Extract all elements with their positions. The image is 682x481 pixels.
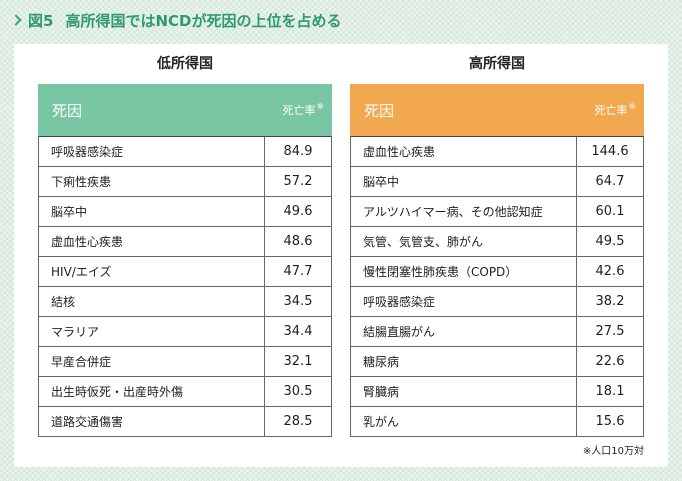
high-income-table: 高所得国 死因 死亡率※ 虚血性心疾患 144.6 脳卒中 64.7 アルツハイマー病、… [350,44,644,437]
figure-label: 図5 [28,11,54,30]
table-row: 虚血性心疾患 144.6 [351,136,643,166]
table-title: 高所得国 [469,56,525,72]
chevron-right-icon [10,14,22,26]
cause-cell: 道路交通傷害 [39,407,265,436]
table-row: 早産合併症 32.1 [39,346,331,376]
table-header: 死因 死亡率※ [38,84,332,136]
rate-cell: 34.5 [283,294,313,309]
cause-cell: 虚血性心疾患 [39,227,265,256]
rate-cell: 49.6 [283,204,313,219]
table-row: 脳卒中 49.6 [39,196,331,226]
table-body: 呼吸器感染症 84.9 下痢性疾患 57.2 脳卒中 49.6 虚血性心疾患 48.6 HIV/… [38,136,332,437]
column-header-cause: 死因 [52,101,83,120]
table-row: 脳卒中 64.7 [351,166,643,196]
rate-cell: 84.9 [283,144,313,159]
rate-cell: 22.6 [595,354,625,369]
cause-cell: 脳卒中 [39,197,265,226]
rate-cell: 15.6 [595,414,625,429]
rate-cell: 64.7 [595,174,625,189]
table-header: 死因 死亡率※ [350,84,644,136]
table-row: 呼吸器感染症 84.9 [39,136,331,166]
rate-cell: 48.6 [283,234,313,249]
rate-cell: 57.2 [283,174,313,189]
table-row: 道路交通傷害 28.5 [39,406,331,436]
column-header-rate: 死亡率※ [282,102,324,117]
note-mark: ※ [628,102,636,112]
rate-cell: 27.5 [595,324,625,339]
figure-panel: 低所得国 死因 死亡率※ 呼吸器感染症 84.9 下痢性疾患 57.2 脳卒中 49.6 虚… [14,44,668,467]
rate-cell: 18.1 [595,384,625,399]
rate-cell: 42.6 [595,264,625,279]
cause-cell: HIV/エイズ [39,257,265,286]
table-row: 虚血性心疾患 48.6 [39,226,331,256]
note-mark: ※ [316,102,324,112]
rate-cell: 60.1 [595,204,625,219]
table-row: アルツハイマー病、その他認知症 60.1 [351,196,643,226]
figure-title: 高所得国ではNCDが死因の上位を占める [65,11,342,30]
cause-cell: マラリア [39,317,265,346]
table-row: 下痢性疾患 57.2 [39,166,331,196]
rate-cell: 47.7 [283,264,313,279]
cause-cell: 気管、気管支、肺がん [351,227,577,256]
table-row: 慢性閉塞性肺疾患（COPD） 42.6 [351,256,643,286]
cause-cell: 呼吸器感染症 [351,287,577,316]
column-header-cause: 死因 [364,101,395,120]
table-row: 呼吸器感染症 38.2 [351,286,643,316]
footnote: ※人口10万対 [582,446,644,457]
rate-cell: 30.5 [283,384,313,399]
rate-cell: 49.5 [595,234,625,249]
rate-cell: 144.6 [591,144,629,159]
low-income-table: 低所得国 死因 死亡率※ 呼吸器感染症 84.9 下痢性疾患 57.2 脳卒中 49.6 虚… [38,44,332,437]
cause-cell: 結腸直腸がん [351,317,577,346]
rate-cell: 38.2 [595,294,625,309]
cause-cell: 結核 [39,287,265,316]
table-row: 出生時仮死・出産時外傷 30.5 [39,376,331,406]
rate-cell: 34.4 [283,324,313,339]
cause-cell: 出生時仮死・出産時外傷 [39,377,265,406]
table-row: 糖尿病 22.6 [351,346,643,376]
cause-cell: 呼吸器感染症 [39,137,265,166]
cause-cell: アルツハイマー病、その他認知症 [351,197,577,226]
table-row: HIV/エイズ 47.7 [39,256,331,286]
table-row: 腎臓病 18.1 [351,376,643,406]
cause-cell: 乳がん [351,407,577,436]
table-body: 虚血性心疾患 144.6 脳卒中 64.7 アルツハイマー病、その他認知症 60.1 気管、… [350,136,644,437]
table-row: 結腸直腸がん 27.5 [351,316,643,346]
rate-cell: 28.5 [283,414,313,429]
figure-header: 図5 高所得国ではNCDが死因の上位を占める [0,0,682,40]
table-row: 気管、気管支、肺がん 49.5 [351,226,643,256]
table-title: 低所得国 [157,56,213,72]
cause-cell: 糖尿病 [351,347,577,376]
cause-cell: 慢性閉塞性肺疾患（COPD） [351,257,577,286]
rate-cell: 32.1 [283,354,313,369]
cause-cell: 早産合併症 [39,347,265,376]
table-row: 結核 34.5 [39,286,331,316]
cause-cell: 脳卒中 [351,167,577,196]
cause-cell: 虚血性心疾患 [351,137,577,166]
column-header-rate: 死亡率※ [594,102,636,117]
table-row: 乳がん 15.6 [351,406,643,436]
table-row: マラリア 34.4 [39,316,331,346]
cause-cell: 腎臓病 [351,377,577,406]
cause-cell: 下痢性疾患 [39,167,265,196]
